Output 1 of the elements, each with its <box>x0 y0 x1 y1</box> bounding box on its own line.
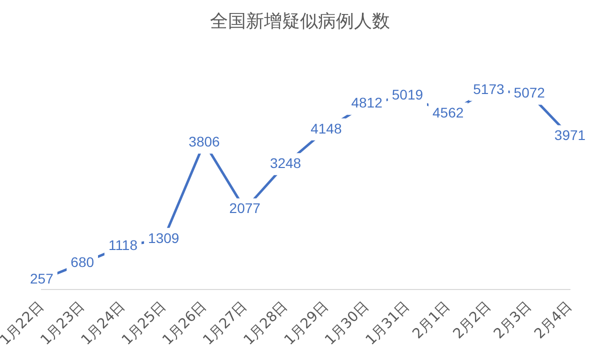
chart-title: 全国新增疑似病例人数 <box>209 10 391 34</box>
